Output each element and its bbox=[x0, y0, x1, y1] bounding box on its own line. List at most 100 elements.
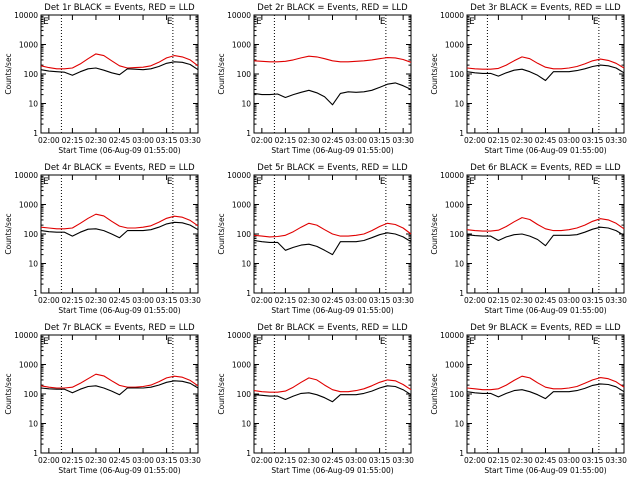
marker-label-e: E bbox=[167, 177, 173, 187]
series-line-lld bbox=[40, 53, 199, 70]
marker-label-e: E bbox=[469, 337, 475, 347]
panel-title: Det 2r BLACK = Events, RED = LLD bbox=[257, 3, 408, 13]
x-axis-label: Start Time (06-Aug-09 01:55:00) bbox=[271, 146, 393, 155]
x-tick-label: 02:00 bbox=[251, 136, 273, 145]
y-tick-label: 100 bbox=[237, 230, 252, 239]
x-tick-label: 02:15 bbox=[62, 296, 84, 305]
series-line-events bbox=[466, 64, 625, 82]
x-tick-label: 02:30 bbox=[298, 136, 320, 145]
y-tick-label: 10000 bbox=[440, 171, 464, 180]
x-axis-label: Start Time (06-Aug-09 01:55:00) bbox=[484, 306, 606, 315]
x-tick-label: 02:15 bbox=[62, 136, 84, 145]
y-tick-label: 100 bbox=[24, 230, 39, 239]
plot-frame bbox=[253, 334, 412, 454]
series-line-events bbox=[466, 226, 625, 247]
x-tick-label: 02:00 bbox=[251, 296, 273, 305]
y-axis-label: Counts/sec bbox=[4, 53, 13, 94]
x-tick-label: 03:15 bbox=[369, 136, 391, 145]
y-axis-label: Counts/sec bbox=[430, 213, 439, 254]
y-tick-label: 1000 bbox=[232, 361, 251, 370]
y-tick-label: 1 bbox=[33, 449, 38, 458]
marker-label-e: E bbox=[593, 337, 599, 347]
y-axis-label: Counts/sec bbox=[4, 373, 13, 414]
y-tick-label: 1000 bbox=[445, 41, 464, 50]
y-tick-label: 10 bbox=[454, 260, 464, 269]
marker-label-e: E bbox=[167, 337, 173, 347]
x-axis-label: Start Time (06-Aug-09 01:55:00) bbox=[58, 306, 180, 315]
marker-label-e: E bbox=[43, 337, 49, 347]
x-tick-label: 03:15 bbox=[369, 296, 391, 305]
series-line-events bbox=[40, 221, 199, 239]
series-line-lld bbox=[466, 375, 625, 391]
y-tick-label: 1000 bbox=[232, 201, 251, 210]
x-tick-label: 02:00 bbox=[38, 456, 60, 465]
panel-det-1: Det 1r BLACK = Events, RED = LLD 1 10 100 10… bbox=[4, 3, 201, 155]
x-tick-label: 02:45 bbox=[322, 136, 344, 145]
series-line-lld bbox=[466, 217, 625, 232]
series-line-events bbox=[466, 383, 625, 400]
x-tick-label: 02:15 bbox=[62, 456, 84, 465]
panel-title: Det 5r BLACK = Events, RED = LLD bbox=[257, 163, 408, 173]
marker-label-e: E bbox=[256, 337, 262, 347]
x-tick-label: 02:45 bbox=[109, 456, 131, 465]
x-tick-label: 02:30 bbox=[85, 296, 107, 305]
x-tick-label: 02:45 bbox=[535, 456, 557, 465]
x-tick-label: 03:00 bbox=[558, 456, 580, 465]
x-tick-label: 02:30 bbox=[298, 456, 320, 465]
x-tick-label: 03:15 bbox=[582, 296, 604, 305]
marker-label-e: E bbox=[469, 177, 475, 187]
series-line-lld bbox=[253, 222, 412, 238]
plot-frame bbox=[466, 14, 625, 134]
marker-label-e: E bbox=[256, 177, 262, 187]
panel-det-6: Det 6r BLACK = Events, RED = LLD 1 10 100 10… bbox=[430, 163, 627, 315]
x-tick-label: 03:15 bbox=[156, 296, 178, 305]
y-tick-label: 10 bbox=[454, 420, 464, 429]
x-tick-label: 02:00 bbox=[464, 456, 486, 465]
x-tick-label: 03:30 bbox=[179, 136, 201, 145]
series-line-lld bbox=[253, 377, 412, 393]
x-tick-label: 03:15 bbox=[156, 456, 178, 465]
panel-title: Det 7r BLACK = Events, RED = LLD bbox=[44, 323, 195, 333]
y-tick-label: 10 bbox=[28, 420, 38, 429]
plot-frame bbox=[40, 14, 199, 134]
series-line-lld bbox=[40, 373, 199, 389]
x-tick-label: 03:15 bbox=[156, 136, 178, 145]
panel-title: Det 3r BLACK = Events, RED = LLD bbox=[470, 3, 621, 13]
x-axis-label: Start Time (06-Aug-09 01:55:00) bbox=[484, 146, 606, 155]
x-tick-label: 02:30 bbox=[511, 296, 533, 305]
panel-title: Det 9r BLACK = Events, RED = LLD bbox=[470, 323, 621, 333]
y-tick-label: 10000 bbox=[14, 331, 38, 340]
marker-label-e: E bbox=[593, 177, 599, 187]
marker-label-e: E bbox=[380, 17, 386, 27]
panel-title: Det 6r BLACK = Events, RED = LLD bbox=[470, 163, 621, 173]
plot-frame bbox=[466, 174, 625, 294]
series-line-lld bbox=[466, 56, 625, 70]
x-tick-label: 03:30 bbox=[392, 456, 414, 465]
x-tick-label: 03:30 bbox=[605, 456, 627, 465]
y-tick-label: 1 bbox=[459, 289, 464, 298]
y-tick-label: 10 bbox=[241, 420, 251, 429]
y-tick-label: 10000 bbox=[14, 171, 38, 180]
x-axis-label: Start Time (06-Aug-09 01:55:00) bbox=[58, 466, 180, 475]
x-tick-label: 03:30 bbox=[179, 296, 201, 305]
y-axis-label: Counts/sec bbox=[217, 213, 226, 254]
y-tick-label: 10 bbox=[454, 100, 464, 109]
y-tick-label: 100 bbox=[24, 390, 39, 399]
x-tick-label: 03:00 bbox=[345, 136, 367, 145]
x-tick-label: 02:00 bbox=[38, 296, 60, 305]
panel-title: Det 1r BLACK = Events, RED = LLD bbox=[44, 3, 195, 13]
panel-title: Det 8r BLACK = Events, RED = LLD bbox=[257, 323, 408, 333]
y-tick-label: 100 bbox=[450, 70, 465, 79]
y-tick-label: 1 bbox=[459, 449, 464, 458]
panel-det-5: Det 5r BLACK = Events, RED = LLD 1 10 100 10… bbox=[217, 163, 414, 315]
x-tick-label: 03:30 bbox=[392, 296, 414, 305]
x-tick-label: 03:15 bbox=[582, 456, 604, 465]
x-tick-label: 02:30 bbox=[85, 136, 107, 145]
x-tick-label: 02:00 bbox=[464, 136, 486, 145]
series-line-events bbox=[253, 82, 412, 106]
y-tick-label: 1000 bbox=[232, 41, 251, 50]
y-tick-label: 1 bbox=[246, 129, 251, 138]
y-tick-label: 1000 bbox=[19, 361, 38, 370]
panel-title: Det 4r BLACK = Events, RED = LLD bbox=[44, 163, 195, 173]
